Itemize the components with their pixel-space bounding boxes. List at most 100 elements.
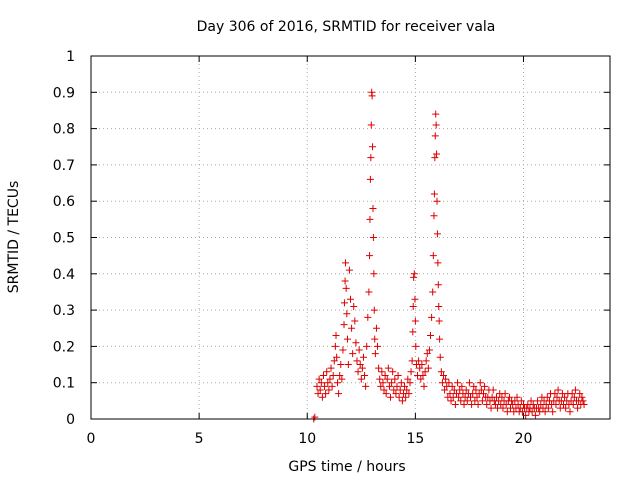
- data-point: [412, 342, 420, 350]
- data-point: [340, 299, 348, 307]
- data-point: [433, 230, 441, 238]
- data-point: [428, 313, 436, 321]
- data-point: [323, 368, 331, 376]
- data-point: [438, 379, 446, 387]
- data-point: [352, 339, 360, 347]
- data-point: [451, 400, 459, 408]
- data-point: [396, 386, 404, 394]
- data-point: [417, 375, 425, 383]
- x-tick-label: 5: [195, 431, 204, 447]
- y-tick-label: 0.8: [53, 122, 75, 138]
- data-point: [429, 288, 437, 296]
- data-point: [445, 379, 453, 387]
- data-point: [553, 393, 561, 401]
- data-point: [397, 379, 405, 387]
- data-point: [335, 390, 343, 398]
- data-point: [462, 386, 470, 394]
- data-point: [529, 400, 537, 408]
- y-tick-label: 0.5: [53, 231, 75, 247]
- data-point: [366, 252, 374, 260]
- data-point: [402, 393, 410, 401]
- data-point: [403, 386, 411, 394]
- data-point: [531, 411, 539, 419]
- data-point: [419, 371, 427, 379]
- x-tick-label: 15: [406, 431, 424, 447]
- data-point: [554, 386, 562, 394]
- data-point: [479, 390, 487, 398]
- data-point: [367, 154, 375, 162]
- data-point: [424, 364, 432, 372]
- data-point: [374, 342, 382, 350]
- data-point: [409, 302, 417, 310]
- data-point: [391, 375, 399, 383]
- data-point: [418, 361, 426, 369]
- data-point: [544, 404, 552, 412]
- data-point: [471, 397, 479, 405]
- data-point: [436, 335, 444, 343]
- data-point: [364, 313, 372, 321]
- data-point: [430, 190, 438, 198]
- x-tick-label: 0: [87, 431, 96, 447]
- data-point: [384, 364, 392, 372]
- data-point: [416, 364, 424, 372]
- data-point: [439, 371, 447, 379]
- data-point: [463, 397, 471, 405]
- data-point: [369, 234, 377, 241]
- data-point: [433, 197, 441, 205]
- data-point: [369, 204, 377, 212]
- data-point: [404, 375, 412, 383]
- data-point: [313, 382, 321, 390]
- data-point: [478, 397, 486, 405]
- data-point: [574, 404, 582, 412]
- grid-lines: [91, 56, 610, 419]
- data-point: [427, 332, 435, 340]
- data-point: [469, 390, 477, 398]
- data-point: [432, 110, 440, 118]
- data-point: [481, 382, 489, 390]
- data-point: [505, 393, 513, 401]
- data-point: [326, 375, 334, 383]
- data-point: [343, 335, 351, 343]
- data-point: [410, 273, 418, 281]
- data-point: [502, 400, 510, 408]
- data-point: [436, 353, 444, 361]
- data-point: [401, 382, 409, 390]
- data-point: [340, 321, 348, 329]
- data-point: [503, 408, 511, 416]
- data-point: [339, 346, 347, 354]
- data-point: [477, 386, 485, 394]
- data-point: [568, 390, 576, 398]
- data-point: [392, 390, 400, 398]
- data-point: [518, 408, 526, 416]
- data-point: [380, 386, 388, 394]
- data-point: [551, 390, 559, 398]
- data-point: [376, 375, 384, 383]
- y-tick-label: 1: [66, 49, 75, 65]
- data-point: [337, 361, 345, 369]
- data-point: [433, 150, 441, 158]
- data-point: [460, 400, 468, 408]
- data-point: [442, 375, 450, 383]
- y-axis-label: SRMTID / TECUs: [6, 181, 22, 294]
- data-point: [431, 154, 439, 162]
- data-point: [398, 397, 406, 405]
- data-point: [338, 375, 346, 383]
- y-tick-label: 0.9: [53, 85, 75, 101]
- axis-ticks: 00.10.20.30.40.50.60.70.80.910 5 10 15 20: [53, 49, 610, 447]
- data-point: [359, 353, 367, 361]
- data-point: [389, 368, 397, 376]
- data-point: [370, 270, 378, 278]
- data-point: [411, 295, 419, 303]
- data-point: [325, 386, 333, 394]
- data-point: [317, 379, 325, 387]
- data-point: [483, 400, 491, 408]
- data-point: [422, 357, 430, 365]
- data-point: [465, 379, 473, 387]
- data-point: [345, 266, 353, 274]
- data-point: [342, 284, 350, 292]
- data-point: [356, 361, 364, 369]
- data-point: [362, 382, 370, 390]
- data-point: [316, 386, 324, 394]
- data-point: [324, 379, 332, 387]
